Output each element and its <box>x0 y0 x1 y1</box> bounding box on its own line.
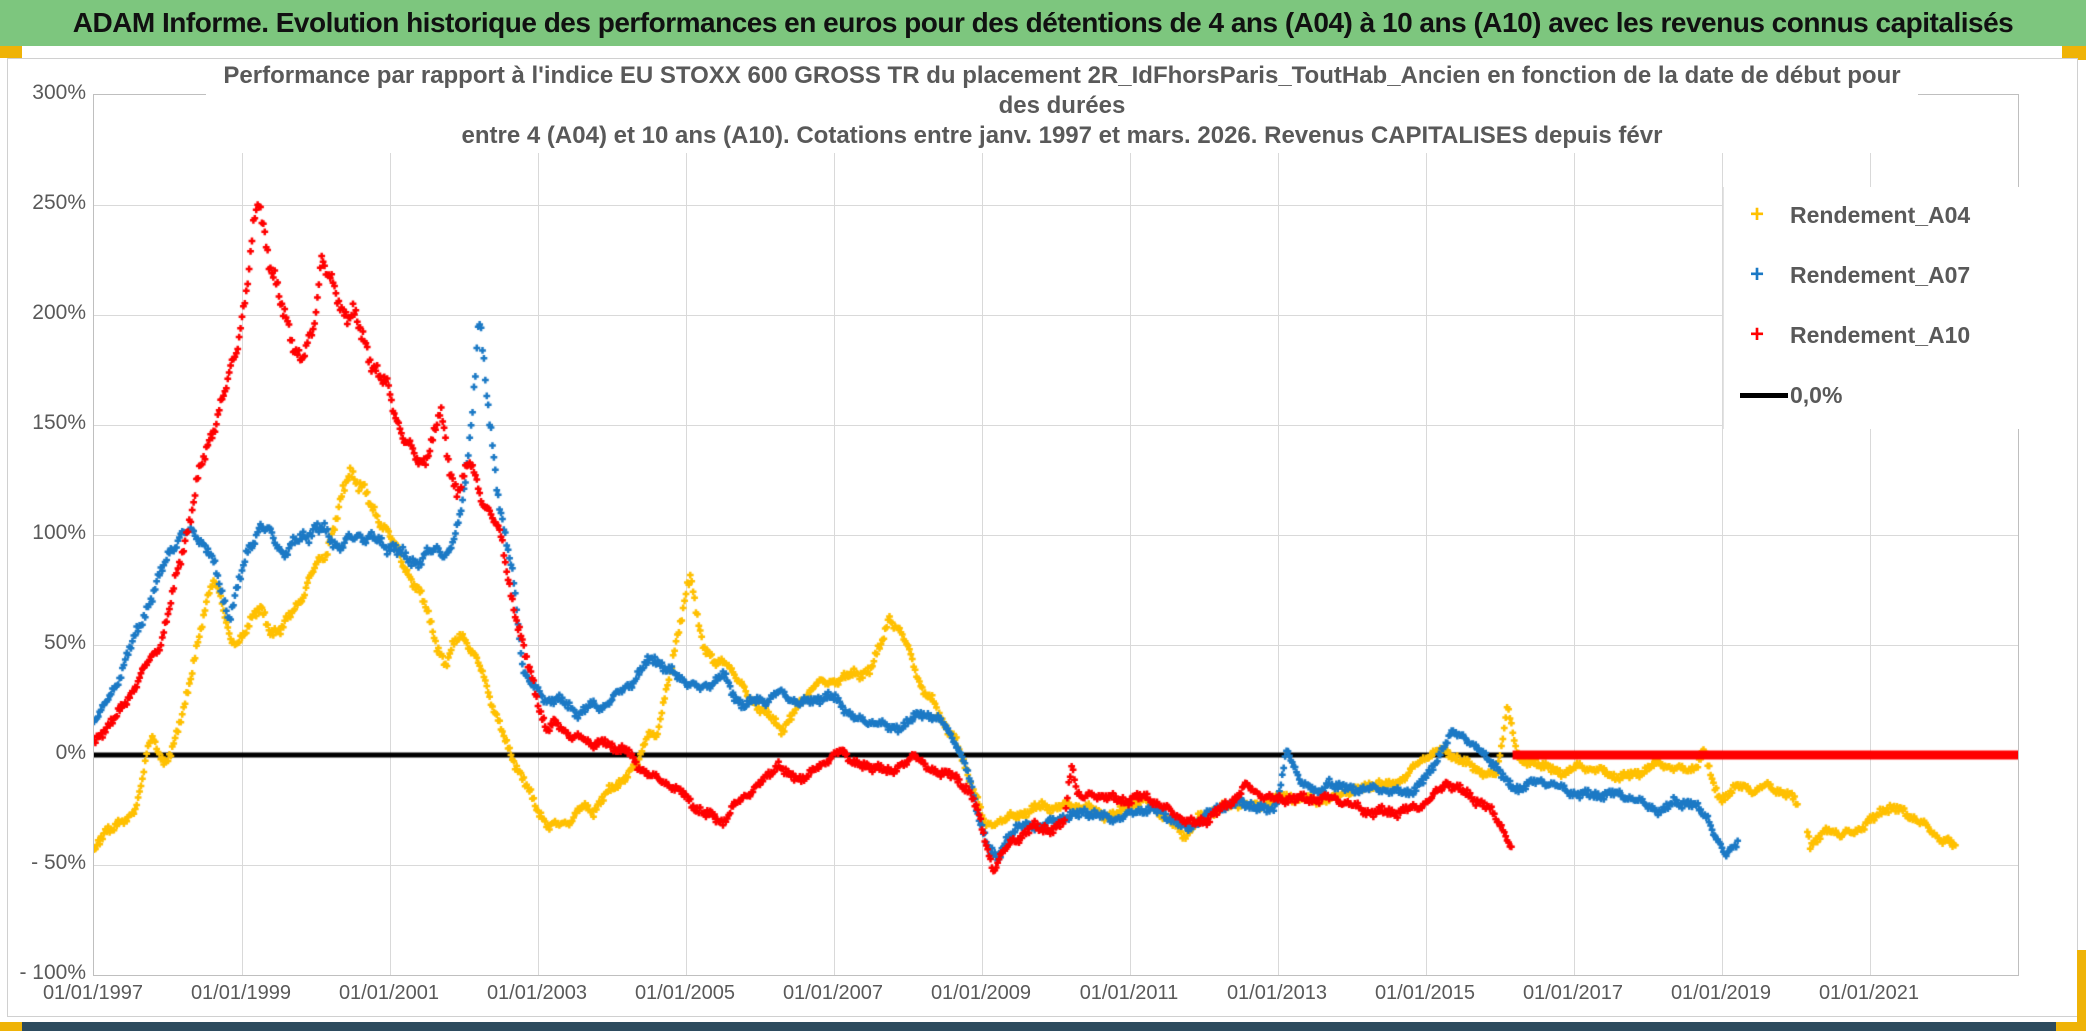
gold-accent-top-left <box>0 46 22 58</box>
gold-accent-bottom-left <box>0 1022 22 1031</box>
chart-title: Performance par rapport à l'indice EU ST… <box>206 61 1918 153</box>
plot-area <box>93 94 2019 976</box>
legend-label: Rendement_A10 <box>1790 321 1971 348</box>
x-axis-tick-label: 01/01/2019 <box>1670 982 1772 1004</box>
x-axis-tick-label: 01/01/1997 <box>42 982 144 1004</box>
x-axis-tick-label: 01/01/2003 <box>486 982 588 1004</box>
scatter-markers-canvas <box>94 95 2018 975</box>
x-axis-tick-label: 01/01/2011 <box>1079 982 1179 1004</box>
y-axis-tick-label: 100% <box>32 521 86 544</box>
chart-title-line-3: entre 4 (A04) et 10 ans (A10). Cotations… <box>461 122 1663 149</box>
x-axis-tick-label: 01/01/2013 <box>1226 982 1328 1004</box>
x-axis-tick-label: 01/01/2007 <box>782 982 884 1004</box>
y-axis-tick-label: - 50% <box>31 851 86 874</box>
gold-accent-bottom-right <box>2056 1022 2086 1031</box>
plus-marker-icon: + <box>1749 321 1764 348</box>
page-title: ADAM Informe. Evolution historique des p… <box>72 7 2014 38</box>
gold-accent-right-bar <box>2077 950 2086 1031</box>
x-axis-tick-label: 01/01/2017 <box>1522 982 1624 1004</box>
legend-entry-0-0-: 0,0% <box>1724 375 2072 415</box>
y-axis-tick-label: 200% <box>32 301 86 324</box>
x-axis-tick-label: 01/01/2009 <box>930 982 1032 1004</box>
legend-entry-rendement-a04: + Rendement_A04 <box>1724 195 2072 235</box>
x-axis-tick-label: 01/01/2021 <box>1818 982 1920 1004</box>
legend-label: Rendement_A04 <box>1790 201 1971 228</box>
gold-accent-top-right <box>2062 46 2086 60</box>
y-axis-tick-label: 250% <box>32 191 86 214</box>
zero-line-sample <box>1740 392 1788 398</box>
x-axis-tick-label: 01/01/2005 <box>634 982 736 1004</box>
legend-label: Rendement_A07 <box>1790 261 1971 288</box>
legend-entry-rendement-a10: + Rendement_A10 <box>1724 315 2072 355</box>
y-axis-tick-label: 300% <box>32 81 86 104</box>
chart-title-line-2: des durées <box>998 92 1126 119</box>
legend-label: 0,0% <box>1790 381 1843 408</box>
y-axis-tick-label: 50% <box>43 631 86 654</box>
bottom-frame-strip <box>0 1022 2086 1031</box>
plus-marker-icon: + <box>1749 201 1764 228</box>
legend-entry-rendement-a07: + Rendement_A07 <box>1724 255 2072 295</box>
x-axis-tick-label: 01/01/2015 <box>1374 982 1476 1004</box>
header-banner: ADAM Informe. Evolution historique des p… <box>0 0 2086 46</box>
y-axis-tick-label: - 100% <box>19 961 86 984</box>
chart-title-line-1: Performance par rapport à l'indice EU ST… <box>223 62 1901 89</box>
y-axis-tick-label: 0% <box>55 741 86 764</box>
plus-marker-icon: + <box>1749 261 1764 288</box>
chart-container: Performance par rapport à l'indice EU ST… <box>7 58 2078 1017</box>
x-axis-tick-label: 01/01/2001 <box>338 982 440 1004</box>
y-axis-tick-label: 150% <box>32 411 86 434</box>
x-axis-tick-label: 01/01/1999 <box>190 982 292 1004</box>
legend: + Rendement_A04 + Rendement_A07 + Rendement_A… <box>1723 187 2072 429</box>
